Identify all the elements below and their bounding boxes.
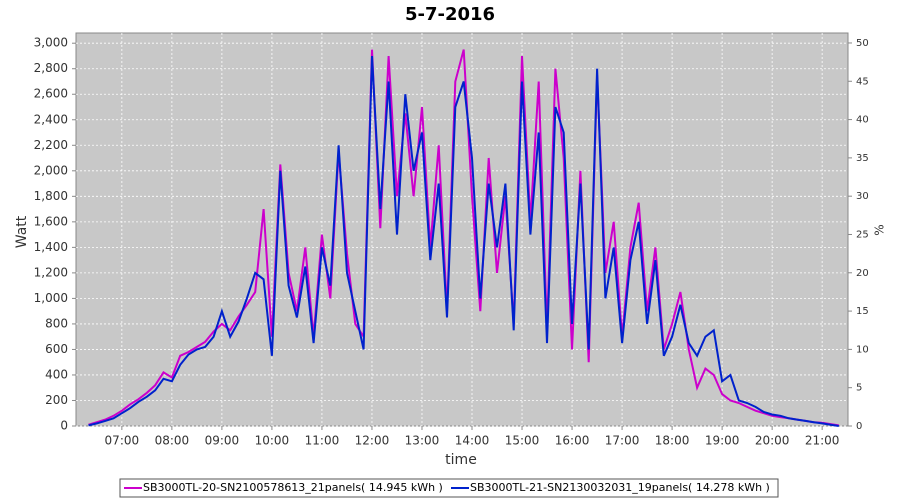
y-tick-label: 400: [45, 367, 68, 381]
y2-tick-label: 10: [856, 344, 869, 355]
y2-axis-label: %: [873, 224, 887, 235]
y-tick-label: 1,400: [34, 240, 68, 254]
series-line: [88, 49, 839, 427]
x-tick-label: 07:00: [105, 434, 140, 448]
x-tick-label: 19:00: [705, 434, 740, 448]
chart-title: 5-7-2016: [405, 4, 495, 25]
y-tick-label: 600: [45, 342, 68, 356]
y-tick-label: 2,400: [34, 112, 68, 126]
plot-area: [75, 32, 849, 427]
x-tick-label: 11:00: [305, 434, 340, 448]
y2-tick-label: 30: [856, 191, 869, 202]
y-tick-label: 200: [45, 393, 68, 407]
legend: [119, 478, 779, 498]
y-tick-label: 800: [45, 316, 68, 330]
y-axis-label: Watt: [14, 215, 30, 248]
y-tick-label: 1,600: [34, 214, 68, 228]
x-tick-label: 14:00: [455, 434, 490, 448]
x-tick-label: 16:00: [555, 434, 590, 448]
y2-tick-label: 50: [856, 38, 869, 49]
y2-tick-label: 35: [856, 153, 869, 164]
x-tick-label: 18:00: [655, 434, 690, 448]
y2-tick-label: 45: [856, 76, 869, 87]
y-tick-label: 1,200: [34, 265, 68, 279]
y-tick-label: 3,000: [34, 36, 68, 50]
legend-label: SB3000TL-20-SN2100578613_21panels( 14.94…: [143, 481, 443, 494]
y-tick-label: 2,600: [34, 87, 68, 101]
x-tick-label: 15:00: [505, 434, 540, 448]
y2-tick-label: 25: [856, 229, 869, 240]
x-tick-label: 09:00: [205, 434, 240, 448]
y-tick-label: 1,000: [34, 291, 68, 305]
x-tick-label: 17:00: [605, 434, 640, 448]
y2-tick-label: 20: [856, 268, 869, 279]
x-tick-label: 12:00: [355, 434, 390, 448]
legend-label: SB3000TL-21-SN2130032031_19panels( 14.27…: [470, 481, 770, 494]
y-tick-label: 1,800: [34, 189, 68, 203]
y2-tick-label: 15: [856, 306, 869, 317]
y-tick-label: 2,200: [34, 138, 68, 152]
y-tick-label: 2,000: [34, 163, 68, 177]
y-tick-label: 0: [60, 419, 68, 433]
x-tick-label: 10:00: [255, 434, 290, 448]
x-tick-label: 21:00: [805, 434, 840, 448]
y2-tick-label: 40: [856, 115, 869, 126]
x-axis-label: time: [445, 452, 477, 468]
x-tick-label: 13:00: [405, 434, 440, 448]
y2-tick-label: 0: [856, 421, 862, 432]
x-tick-label: 20:00: [755, 434, 790, 448]
series-line: [88, 55, 839, 427]
x-tick-label: 08:00: [155, 434, 190, 448]
y2-tick-label: 5: [856, 383, 862, 394]
y-tick-label: 2,800: [34, 61, 68, 75]
